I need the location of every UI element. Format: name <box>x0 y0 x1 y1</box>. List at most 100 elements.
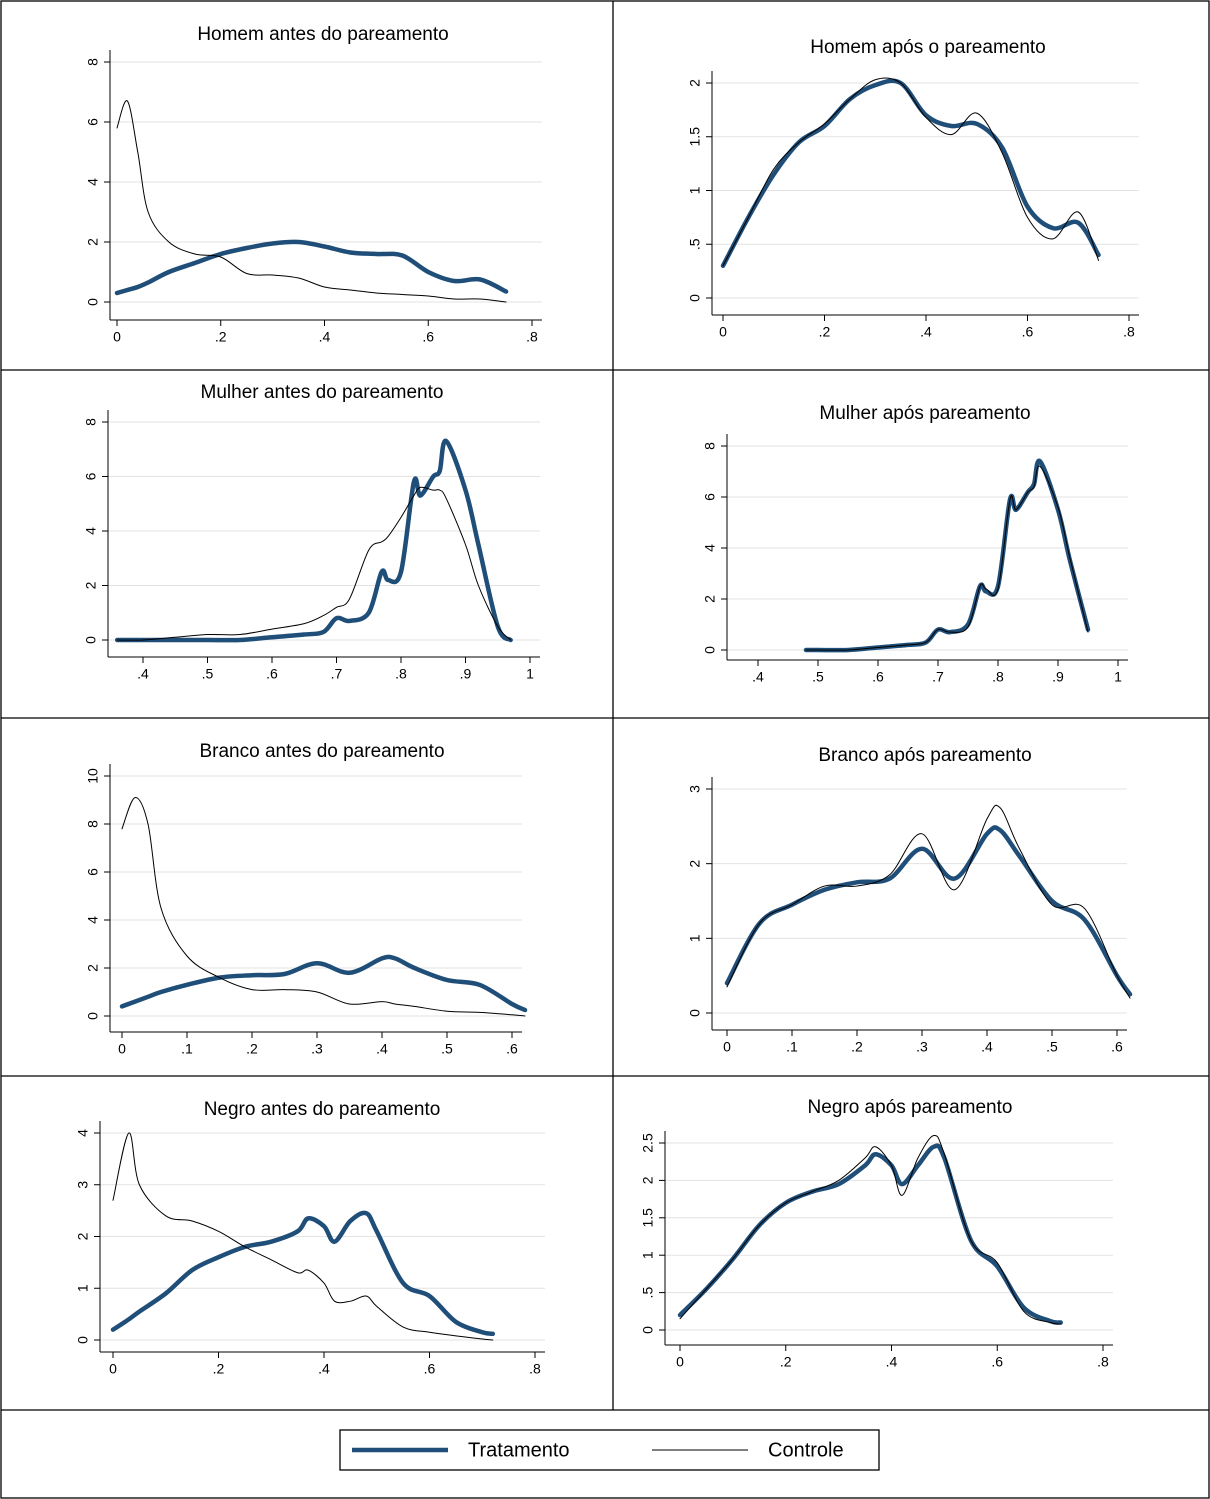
x-tick-label: .3 <box>916 1039 928 1055</box>
x-tick-label: .5 <box>202 666 214 682</box>
density-line <box>119 954 528 1013</box>
y-tick-label: 2 <box>85 238 101 246</box>
y-tick-label: 2 <box>640 1176 656 1184</box>
y-tick-label: 6 <box>85 118 101 126</box>
y-tick-label: 0 <box>640 1326 656 1334</box>
chart-title: Homem antes do pareamento <box>197 24 448 45</box>
density-line <box>679 1134 1062 1325</box>
density-line <box>677 1143 1063 1325</box>
x-tick-label: .8 <box>395 666 407 682</box>
y-tick-label: 2 <box>85 964 101 972</box>
legend-label: Controle <box>768 1439 844 1461</box>
x-tick-label: .6 <box>1111 1039 1123 1055</box>
x-tick-label: .5 <box>1046 1039 1058 1055</box>
x-tick-label: .2 <box>851 1039 863 1055</box>
x-tick-label: .2 <box>246 1041 258 1057</box>
x-tick-label: .4 <box>376 1041 388 1057</box>
x-tick-label: .4 <box>886 1354 898 1370</box>
legend-box <box>339 1429 880 1471</box>
x-tick-label: 0 <box>118 1041 126 1057</box>
x-tick-label: .6 <box>422 329 434 345</box>
x-tick-label: .7 <box>331 666 343 682</box>
x-tick-label: .6 <box>266 666 278 682</box>
x-tick-label: .6 <box>424 1361 436 1377</box>
x-tick-label: .3 <box>311 1041 323 1057</box>
x-tick-label: .8 <box>1097 1354 1109 1370</box>
y-tick-label: 2 <box>702 595 718 603</box>
x-tick-label: .8 <box>992 669 1004 685</box>
y-tick-label: 0 <box>75 1336 91 1344</box>
chart-title: Negro antes do pareamento <box>204 1099 441 1120</box>
y-tick-label: 8 <box>85 58 101 66</box>
x-tick-label: 0 <box>719 324 727 340</box>
y-tick-label: 0 <box>85 298 101 306</box>
chart-title: Mulher após pareamento <box>819 403 1030 424</box>
x-tick-label: .4 <box>137 666 149 682</box>
x-tick-label: 0 <box>113 329 121 345</box>
x-tick-label: .4 <box>319 329 331 345</box>
x-tick-label: .1 <box>786 1039 798 1055</box>
density-line <box>114 239 509 296</box>
density-line <box>803 458 1091 653</box>
y-tick-label: 0 <box>687 1009 703 1017</box>
x-tick-label: .4 <box>920 324 932 340</box>
x-tick-label: 0 <box>723 1039 731 1055</box>
y-tick-label: .5 <box>640 1287 656 1299</box>
x-tick-label: .4 <box>318 1361 330 1377</box>
y-tick-label: 6 <box>85 868 101 876</box>
x-tick-label: .8 <box>529 1361 541 1377</box>
density-line <box>114 438 513 643</box>
y-tick-label: 3 <box>75 1181 91 1189</box>
y-tick-label: 10 <box>85 768 101 784</box>
y-tick-label: 3 <box>687 785 703 793</box>
density-line <box>110 1210 496 1337</box>
y-tick-label: 0 <box>687 294 703 302</box>
chart-title: Branco após pareamento <box>818 745 1031 766</box>
y-tick-label: 4 <box>702 544 718 552</box>
x-tick-label: 0 <box>109 1361 117 1377</box>
x-tick-label: .6 <box>872 669 884 685</box>
x-tick-label: .4 <box>752 669 764 685</box>
density-line <box>805 465 1089 651</box>
x-tick-label: .6 <box>506 1041 518 1057</box>
chart-title: Branco antes do pareamento <box>199 741 444 762</box>
x-tick-label: .7 <box>932 669 944 685</box>
x-tick-label: .2 <box>819 324 831 340</box>
y-tick-label: 6 <box>83 472 99 480</box>
y-tick-label: 4 <box>85 178 101 186</box>
y-tick-label: 1.5 <box>687 127 703 147</box>
y-tick-label: 4 <box>83 527 99 535</box>
x-tick-label: .1 <box>181 1041 193 1057</box>
y-tick-label: 8 <box>85 820 101 828</box>
x-tick-label: 1 <box>1114 669 1122 685</box>
density-line <box>720 78 1101 268</box>
y-tick-label: 6 <box>702 493 718 501</box>
y-tick-label: 2 <box>83 581 99 589</box>
density-line <box>116 100 507 303</box>
y-tick-label: 1.5 <box>640 1208 656 1228</box>
chart-title: Negro após pareamento <box>808 1097 1013 1118</box>
x-tick-label: .2 <box>215 329 227 345</box>
x-tick-label: .8 <box>526 329 538 345</box>
chart-title: Homem após o pareamento <box>810 37 1046 58</box>
x-tick-label: .9 <box>460 666 472 682</box>
y-tick-label: 0 <box>83 636 99 644</box>
x-tick-label: .6 <box>991 1354 1003 1370</box>
y-tick-label: 1 <box>687 934 703 942</box>
y-tick-label: 2 <box>687 860 703 868</box>
y-tick-label: 2 <box>75 1232 91 1240</box>
density-line <box>112 1132 494 1341</box>
x-tick-label: .5 <box>441 1041 453 1057</box>
y-tick-label: 4 <box>75 1129 91 1137</box>
x-tick-label: .5 <box>812 669 824 685</box>
y-tick-label: 2.5 <box>640 1133 656 1153</box>
density-line <box>724 825 1133 997</box>
y-tick-label: 1 <box>75 1284 91 1292</box>
chart-title: Mulher antes do pareamento <box>201 382 444 403</box>
x-tick-label: .4 <box>981 1039 993 1055</box>
density-line <box>722 77 1100 267</box>
y-tick-label: 1 <box>640 1251 656 1259</box>
